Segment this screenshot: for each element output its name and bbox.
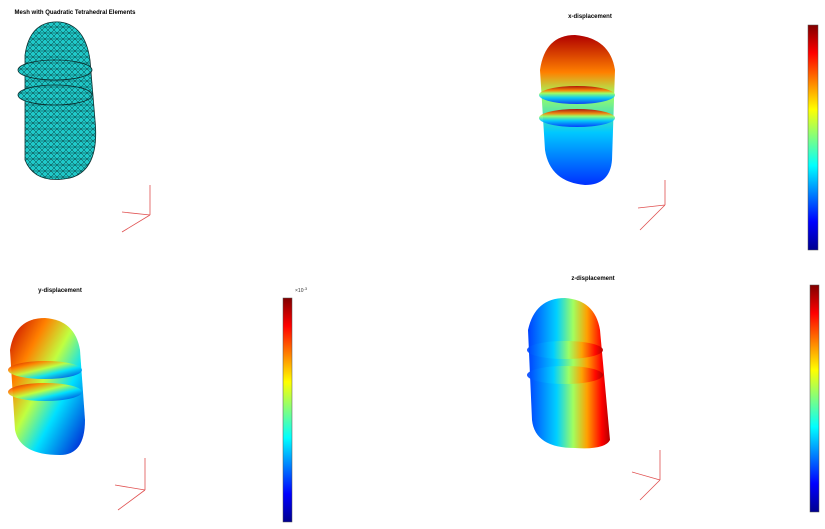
panel-title: z-displacement (571, 276, 614, 282)
axes-triad (632, 450, 660, 500)
axes-triad (638, 180, 665, 230)
colorbar (810, 285, 819, 512)
exponent-base: ×10 (295, 288, 304, 294)
panel-title: Mesh with Quadratic Tetrahedral Elements (15, 10, 137, 16)
panel-title: x-displacement (568, 14, 612, 20)
mesh-model (18, 22, 96, 180)
colorbar (808, 25, 818, 250)
axes-triad (115, 458, 145, 510)
exponent-power: -3 (303, 286, 307, 291)
colorbar-exponent: ×10-3 (295, 286, 308, 294)
colorbar (283, 298, 292, 522)
panel-title: y-displacement (38, 288, 82, 294)
axes-triad (122, 185, 150, 232)
figure: Mesh with Quadratic Tetrahedral Elements… (0, 0, 825, 529)
z-displacement-model (527, 298, 610, 448)
x-displacement-model (539, 35, 615, 185)
y-displacement-model (8, 318, 85, 455)
